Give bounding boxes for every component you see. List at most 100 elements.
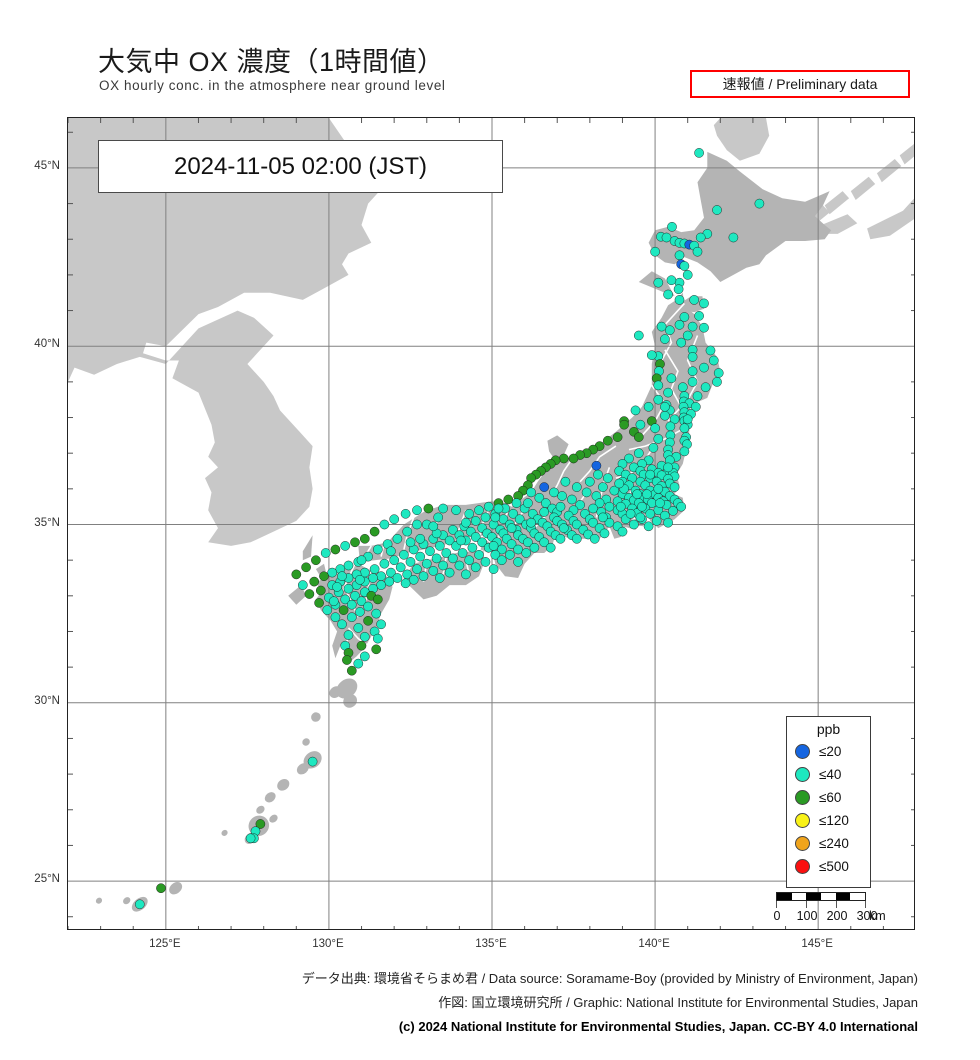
station-point (539, 482, 550, 492)
station-point (687, 352, 698, 362)
station-point (514, 514, 525, 525)
station-point (588, 517, 598, 528)
station-point (679, 446, 690, 457)
station-point (633, 448, 644, 459)
station-point (653, 380, 664, 391)
station-point (687, 366, 698, 377)
map-plot-area[interactable]: 2024-11-05 02:00 (JST) ppb ≤20 ≤40 ≤60 ≤120… (67, 117, 915, 930)
station-point (534, 492, 545, 503)
station-point (340, 541, 351, 551)
station-point (669, 482, 680, 492)
station-point (646, 350, 657, 360)
legend-rows: ≤20 ≤40 ≤60 ≤120 ≤240 ≤500 (787, 740, 870, 878)
station-point (650, 246, 660, 257)
station-point (376, 619, 386, 630)
station-point (567, 494, 577, 505)
station-point (589, 533, 600, 544)
scale-bar-segments (776, 892, 866, 901)
station-point (690, 401, 701, 412)
x-axis-tick-label: 145°E (801, 938, 833, 950)
station-point (356, 555, 367, 566)
station-point (400, 508, 411, 519)
station-point (350, 590, 360, 601)
station-point (301, 562, 311, 573)
scale-bar-labels: km 0 100 200 300 (773, 909, 904, 925)
station-point (712, 205, 722, 215)
station-point (505, 549, 515, 560)
scale-segment (850, 893, 866, 900)
station-point (359, 631, 370, 642)
legend-swatch-icon (795, 790, 810, 805)
station-point (604, 501, 615, 512)
station-point (434, 573, 445, 583)
station-point (474, 505, 484, 516)
station-point (549, 487, 559, 498)
station-point (584, 476, 595, 487)
station-point (523, 537, 533, 548)
scale-bar: km 0 100 200 300 (774, 892, 886, 925)
station-point (363, 601, 373, 612)
station-point (651, 516, 662, 526)
station-point (327, 567, 338, 578)
station-point (676, 501, 687, 512)
station-point (353, 623, 364, 633)
station-point (705, 345, 716, 356)
station-point (653, 394, 664, 405)
station-point (392, 573, 403, 583)
station-point (156, 883, 166, 894)
station-point (379, 558, 390, 569)
legend-item-1: ≤40 (787, 763, 870, 786)
station-point (483, 501, 494, 512)
station-point (332, 582, 342, 592)
station-point (660, 334, 670, 344)
station-point (379, 519, 390, 530)
station-point (571, 482, 582, 492)
station-point (682, 414, 693, 425)
station-point (490, 512, 501, 523)
station-point (369, 526, 380, 537)
station-point (598, 512, 608, 523)
station-point (689, 295, 700, 305)
preliminary-data-badge: 速報値 / Preliminary data (690, 70, 910, 98)
station-point (470, 532, 481, 542)
station-point (376, 580, 386, 590)
station-point (330, 612, 341, 623)
station-point (754, 198, 765, 209)
station-point (356, 640, 367, 651)
station-point (682, 270, 693, 280)
station-point (560, 476, 571, 487)
station-point (506, 523, 517, 533)
station-point (488, 541, 499, 551)
station-point (682, 330, 693, 341)
station-point (557, 491, 567, 501)
station-point (371, 608, 382, 619)
station-point (676, 337, 687, 348)
station-point (412, 519, 422, 530)
station-point (612, 432, 623, 442)
station-point (615, 501, 626, 512)
legend-item-2: ≤60 (787, 786, 870, 809)
station-point (677, 382, 688, 393)
station-point (423, 503, 434, 514)
station-point (343, 630, 354, 640)
station-point (648, 442, 659, 453)
station-point (674, 295, 685, 305)
station-point (399, 549, 409, 560)
station-point (359, 533, 370, 544)
scale-bar-label: 100 (796, 909, 818, 923)
station-point (448, 553, 458, 564)
station-point (346, 612, 357, 623)
y-axis-tick-label: 25°N (34, 873, 60, 886)
page-title: 大気中 OX 濃度（1時間値） (98, 47, 445, 77)
scale-bar-label: 0 (773, 909, 781, 923)
station-point (428, 566, 439, 576)
station-point (571, 519, 582, 530)
legend-item-label: ≤40 (819, 767, 842, 782)
station-point (666, 373, 677, 384)
station-point (663, 387, 673, 398)
station-point (359, 651, 370, 662)
legend-swatch-icon (795, 767, 810, 782)
station-point (668, 506, 678, 516)
station-point (319, 571, 329, 582)
legend-item-3: ≤120 (787, 809, 870, 832)
